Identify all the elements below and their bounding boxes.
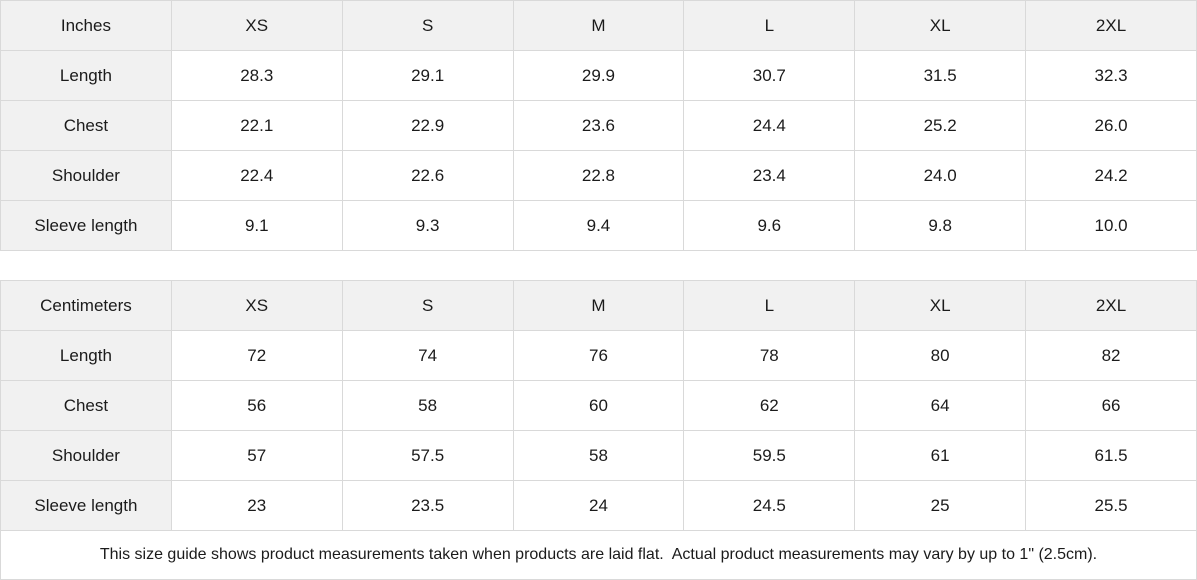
measurement-cell: 24.2 <box>1025 150 1197 201</box>
measurement-cell: 22.6 <box>341 150 514 201</box>
row-label: Shoulder <box>0 430 172 481</box>
size-header-xs: XS <box>170 280 343 331</box>
measurement-cell: 76 <box>512 330 685 381</box>
measurement-cell: 24.5 <box>683 480 856 531</box>
measurement-cell: 9.4 <box>512 200 685 251</box>
measurement-cell: 28.3 <box>170 50 343 101</box>
header-row: Inches XS S M L XL 2XL <box>0 0 1197 51</box>
measurement-cell: 32.3 <box>1025 50 1197 101</box>
measurement-cell: 24 <box>512 480 685 531</box>
size-header-2xl: 2XL <box>1025 280 1197 331</box>
measurement-cell: 31.5 <box>854 50 1027 101</box>
footer-note: This size guide shows product measuremen… <box>0 531 1197 580</box>
table-row-sleeve-length: Sleeve length 9.1 9.3 9.4 9.6 9.8 10.0 <box>0 200 1197 251</box>
table-row-length: Length 28.3 29.1 29.9 30.7 31.5 32.3 <box>0 50 1197 101</box>
measurement-cell: 29.1 <box>341 50 514 101</box>
measurement-cell: 74 <box>341 330 514 381</box>
measurement-cell: 80 <box>854 330 1027 381</box>
measurement-cell: 66 <box>1025 380 1197 431</box>
measurement-cell: 60 <box>512 380 685 431</box>
size-header-xl: XL <box>854 280 1027 331</box>
measurement-cell: 29.9 <box>512 50 685 101</box>
measurement-cell: 23 <box>170 480 343 531</box>
measurement-cell: 9.8 <box>854 200 1027 251</box>
measurement-cell: 62 <box>683 380 856 431</box>
size-header-m: M <box>512 0 685 51</box>
measurement-cell: 30.7 <box>683 50 856 101</box>
inches-size-table: Inches XS S M L XL 2XL Length 28.3 29.1 … <box>0 0 1197 251</box>
measurement-cell: 57.5 <box>341 430 514 481</box>
measurement-cell: 22.9 <box>341 100 514 151</box>
unit-header-inches: Inches <box>0 0 172 51</box>
measurement-cell: 57 <box>170 430 343 481</box>
measurement-cell: 23.5 <box>341 480 514 531</box>
measurement-cell: 23.4 <box>683 150 856 201</box>
unit-header-centimeters: Centimeters <box>0 280 172 331</box>
footer-note-text: This size guide shows product measuremen… <box>99 546 1098 563</box>
measurement-cell: 56 <box>170 380 343 431</box>
measurement-cell: 64 <box>854 380 1027 431</box>
measurement-cell: 58 <box>512 430 685 481</box>
measurement-cell: 9.6 <box>683 200 856 251</box>
measurement-cell: 24.4 <box>683 100 856 151</box>
table-row-shoulder: Shoulder 22.4 22.6 22.8 23.4 24.0 24.2 <box>0 150 1197 201</box>
measurement-cell: 25.5 <box>1025 480 1197 531</box>
row-label: Chest <box>0 380 172 431</box>
size-header-s: S <box>341 0 514 51</box>
measurement-cell: 82 <box>1025 330 1197 381</box>
header-row: Centimeters XS S M L XL 2XL <box>0 280 1197 331</box>
size-header-l: L <box>683 280 856 331</box>
row-label: Length <box>0 50 172 101</box>
measurement-cell: 9.3 <box>341 200 514 251</box>
measurement-cell: 22.4 <box>170 150 343 201</box>
size-header-s: S <box>341 280 514 331</box>
measurement-cell: 9.1 <box>170 200 343 251</box>
measurement-cell: 61 <box>854 430 1027 481</box>
size-header-l: L <box>683 0 856 51</box>
measurement-cell: 22.1 <box>170 100 343 151</box>
row-label: Shoulder <box>0 150 172 201</box>
row-label: Sleeve length <box>0 480 172 531</box>
table-row-length: Length 72 74 76 78 80 82 <box>0 330 1197 381</box>
row-label: Length <box>0 330 172 381</box>
measurement-cell: 58 <box>341 380 514 431</box>
measurement-cell: 22.8 <box>512 150 685 201</box>
measurement-cell: 59.5 <box>683 430 856 481</box>
measurement-cell: 78 <box>683 330 856 381</box>
size-header-2xl: 2XL <box>1025 0 1197 51</box>
table-row-chest: Chest 56 58 60 62 64 66 <box>0 380 1197 431</box>
row-label: Sleeve length <box>0 200 172 251</box>
measurement-cell: 25 <box>854 480 1027 531</box>
size-header-xl: XL <box>854 0 1027 51</box>
measurement-cell: 23.6 <box>512 100 685 151</box>
measurement-cell: 72 <box>170 330 343 381</box>
measurement-cell: 26.0 <box>1025 100 1197 151</box>
size-header-m: M <box>512 280 685 331</box>
table-row-chest: Chest 22.1 22.9 23.6 24.4 25.2 26.0 <box>0 100 1197 151</box>
measurement-cell: 10.0 <box>1025 200 1197 251</box>
measurement-cell: 25.2 <box>854 100 1027 151</box>
row-label: Chest <box>0 100 172 151</box>
measurement-cell: 61.5 <box>1025 430 1197 481</box>
table-gap <box>0 251 1197 280</box>
centimeters-size-table: Centimeters XS S M L XL 2XL Length 72 74… <box>0 280 1197 531</box>
table-row-sleeve-length: Sleeve length 23 23.5 24 24.5 25 25.5 <box>0 480 1197 531</box>
table-row-shoulder: Shoulder 57 57.5 58 59.5 61 61.5 <box>0 430 1197 481</box>
measurement-cell: 24.0 <box>854 150 1027 201</box>
size-header-xs: XS <box>170 0 343 51</box>
